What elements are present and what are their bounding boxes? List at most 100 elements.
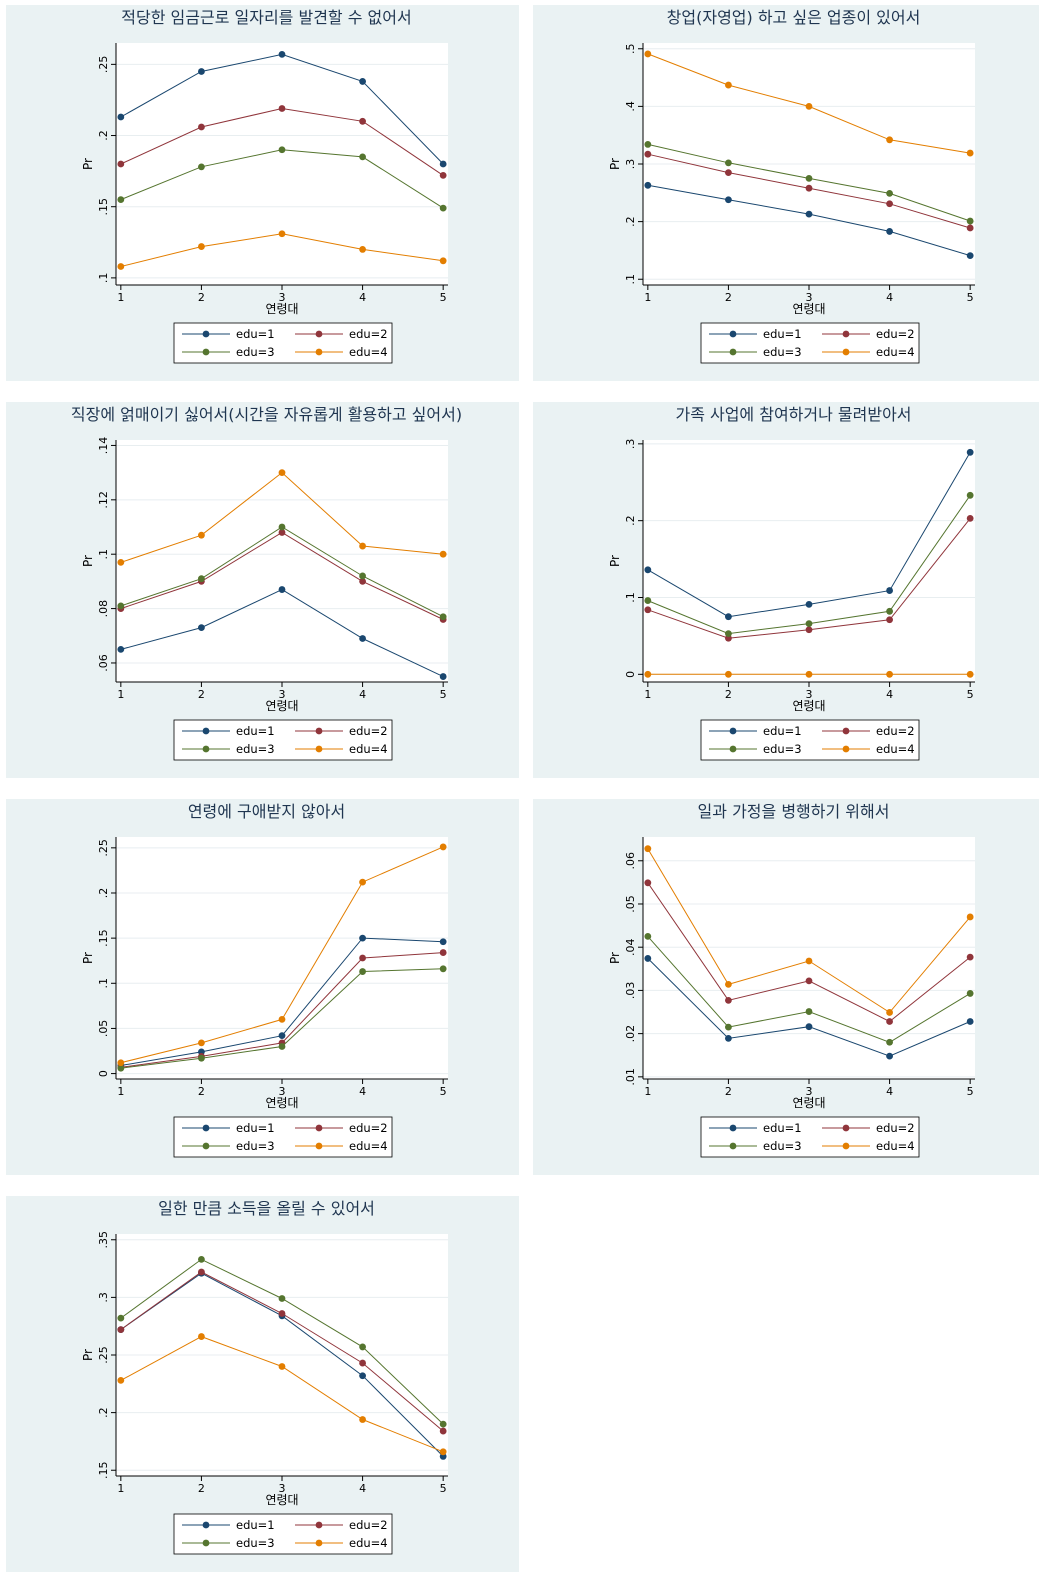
legend-box: [173, 719, 393, 761]
x-tick-label: 2: [198, 1085, 205, 1098]
legend-marker-edu=1: [729, 330, 737, 338]
x-tick-label: 4: [886, 1085, 893, 1098]
y-tick-label: .05: [624, 895, 637, 913]
data-point-edu=4: [725, 81, 732, 89]
plot-area: [116, 43, 448, 285]
legend-label: edu=1: [236, 724, 275, 738]
data-point-edu=2: [966, 224, 974, 232]
legend-marker-edu=3: [202, 745, 210, 753]
data-point-edu=2: [117, 160, 125, 168]
data-point-edu=4: [966, 670, 974, 678]
data-point-edu=1: [805, 1023, 813, 1031]
data-point-edu=4: [644, 845, 652, 853]
data-point-edu=2: [439, 949, 447, 956]
data-point-edu=1: [117, 645, 125, 653]
legend-label: edu=2: [349, 1518, 388, 1532]
x-tick-label: 1: [117, 1482, 124, 1495]
data-point-edu=4: [198, 1039, 205, 1047]
data-point-edu=4: [359, 542, 366, 550]
data-point-edu=1: [966, 252, 974, 260]
data-point-edu=2: [278, 105, 286, 112]
plot-area: [116, 440, 448, 682]
data-point-edu=3: [359, 1343, 366, 1351]
x-tick-label: 3: [806, 688, 813, 701]
x-axis-title: 연령대: [792, 302, 825, 316]
x-axis-title: 연령대: [792, 699, 825, 713]
data-point-edu=1: [359, 635, 366, 642]
data-point-edu=1: [725, 613, 732, 621]
data-point-edu=3: [198, 1255, 205, 1263]
legend-label: edu=3: [236, 742, 275, 756]
data-point-edu=4: [886, 136, 893, 144]
data-point-edu=3: [886, 1038, 893, 1046]
x-axis-title: 연령대: [265, 302, 298, 316]
x-tick-label: 1: [117, 291, 124, 304]
legend-label: edu=4: [876, 345, 915, 359]
data-point-edu=1: [278, 50, 286, 58]
y-tick-label: .06: [97, 654, 110, 672]
data-point-edu=3: [359, 968, 366, 975]
y-tick-label: 0: [624, 671, 637, 678]
data-point-edu=3: [117, 196, 125, 203]
data-point-edu=4: [439, 1448, 447, 1456]
data-point-edu=2: [439, 171, 447, 179]
data-point-edu=4: [805, 102, 813, 110]
legend-label: edu=1: [763, 724, 802, 738]
data-point-edu=2: [886, 200, 893, 208]
data-point-edu=4: [966, 149, 974, 157]
data-point-edu=2: [886, 1018, 893, 1025]
x-tick-label: 4: [359, 688, 366, 701]
data-point-edu=3: [198, 1054, 205, 1062]
chart-title: 적당한 임금근로 일자리를 발견할 수 없어서: [121, 8, 411, 27]
data-point-edu=1: [359, 934, 366, 942]
data-point-edu=1: [725, 196, 732, 204]
x-tick-label: 2: [725, 688, 732, 701]
data-point-edu=3: [359, 153, 366, 161]
chart-panel: 연령에 구애받지 않아서 0 .05 .1 .15 .2 .25 1 2 3 4 5 Pr 연령대 edu=…: [6, 799, 519, 1175]
data-point-edu=3: [725, 159, 732, 167]
y-tick-label: .1: [624, 274, 637, 285]
data-point-edu=4: [725, 980, 732, 988]
data-point-edu=4: [117, 558, 125, 566]
data-point-edu=3: [439, 613, 447, 621]
y-tick-label: .08: [97, 600, 110, 618]
data-point-edu=3: [439, 204, 447, 212]
data-point-edu=1: [278, 1032, 286, 1040]
chart-title: 연령에 구애받지 않아서: [188, 802, 345, 821]
data-point-edu=3: [278, 1295, 286, 1302]
data-point-edu=4: [644, 670, 652, 678]
y-tick-label: .2: [97, 130, 110, 141]
data-point-edu=4: [198, 243, 205, 250]
data-point-edu=3: [966, 217, 974, 225]
legend-label: edu=1: [236, 1518, 275, 1532]
y-axis-title: Pr: [608, 555, 622, 567]
data-point-edu=2: [278, 1310, 286, 1317]
x-tick-label: 2: [198, 1482, 205, 1495]
data-point-edu=2: [966, 953, 974, 961]
data-point-edu=3: [886, 607, 893, 615]
y-tick-label: .15: [97, 1461, 110, 1479]
y-axis-title: Pr: [81, 952, 95, 964]
legend-marker-edu=4: [315, 745, 323, 753]
legend-marker-edu=3: [202, 348, 210, 356]
legend-marker-edu=3: [202, 1539, 210, 1547]
x-tick-label: 3: [279, 688, 286, 701]
legend-marker-edu=2: [842, 330, 850, 338]
data-point-edu=1: [198, 624, 205, 632]
data-point-edu=1: [644, 955, 652, 962]
chart-panel: 가족 사업에 참여하거나 물려받아서 0 .1 .2 .3 1 2 3 4 5 Pr 연령대 edu=1…: [533, 402, 1039, 778]
data-point-edu=1: [359, 1372, 366, 1380]
legend-label: edu=3: [236, 1139, 275, 1153]
data-point-edu=3: [117, 1314, 125, 1322]
y-tick-label: .5: [624, 44, 637, 55]
data-point-edu=2: [886, 616, 893, 624]
chart-panel: 일한 만큼 소득을 올릴 수 있어서 .15 .2 .25 .3 .35 1 2 3 4 5 Pr 연령…: [6, 1196, 519, 1572]
y-axis-title: Pr: [608, 158, 622, 170]
y-tick-label: .14: [97, 437, 110, 455]
data-point-edu=1: [439, 160, 447, 168]
x-tick-label: 4: [886, 291, 893, 304]
x-tick-label: 3: [806, 291, 813, 304]
data-point-edu=1: [805, 210, 813, 218]
data-point-edu=1: [278, 586, 286, 593]
y-tick-label: .02: [624, 1025, 637, 1043]
